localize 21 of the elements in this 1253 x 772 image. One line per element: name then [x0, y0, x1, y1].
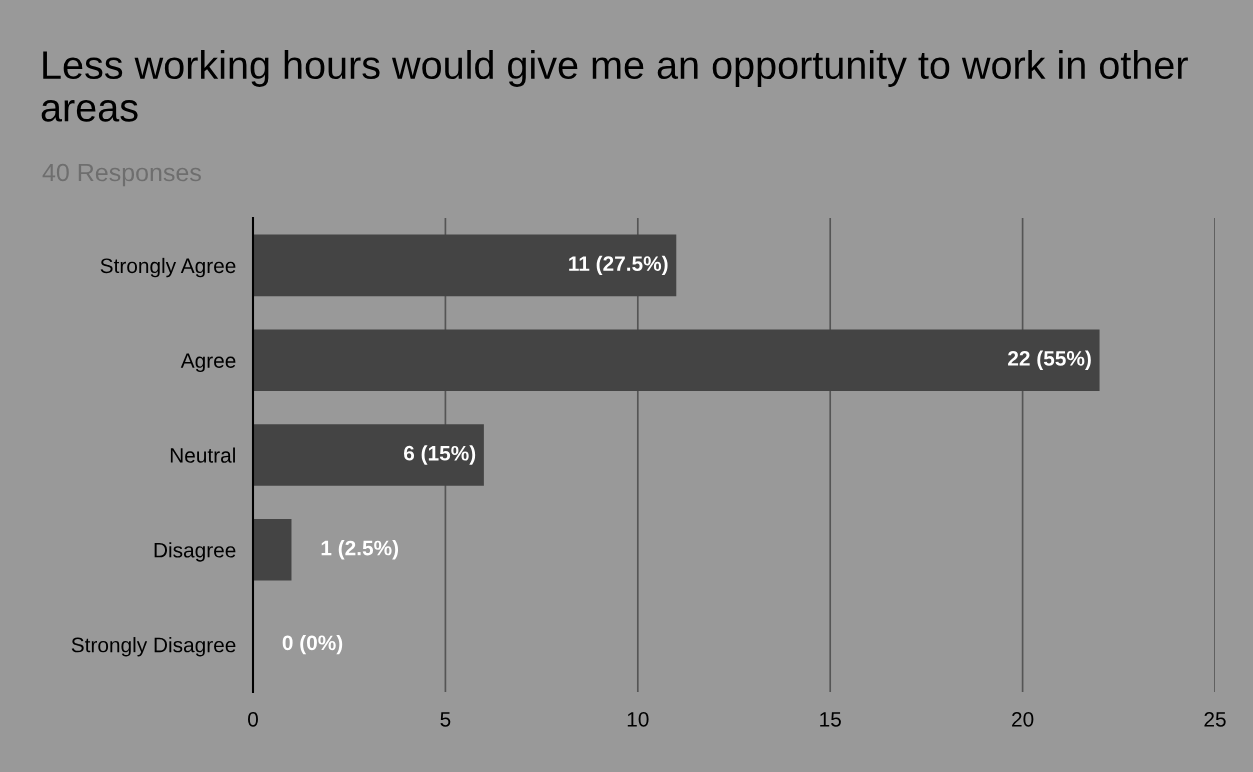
x-tick-label: 10: [627, 711, 649, 727]
data-label: 11 (27.5%): [569, 255, 668, 276]
data-label: 1 (2.5%): [321, 540, 399, 560]
x-tick-label: 0: [248, 711, 258, 727]
y-tick-label: Neutral: [170, 447, 235, 463]
y-tick-label: Strongly Disagree: [71, 637, 236, 657]
bar: [253, 518, 292, 581]
chart-title: Less working hours would give me an opportunity to work in other areas: [41, 50, 1188, 122]
data-label: 0 (0%): [282, 634, 343, 655]
bar: [253, 424, 484, 486]
y-tick-label: Strongly Agree: [100, 257, 236, 278]
x-tick-label: 5: [440, 712, 451, 727]
y-tick-label: Agree: [180, 353, 236, 373]
bar: [253, 234, 677, 297]
y-tick-label: Disagree: [154, 542, 236, 562]
x-tick-label: 20: [1012, 711, 1034, 727]
bar: [253, 329, 1100, 392]
data-label: 22 (55%): [1008, 350, 1091, 370]
data-label: 6 (15%): [404, 445, 476, 465]
x-tick-label: 25: [1204, 711, 1226, 727]
x-tick-label: 15: [820, 712, 841, 727]
